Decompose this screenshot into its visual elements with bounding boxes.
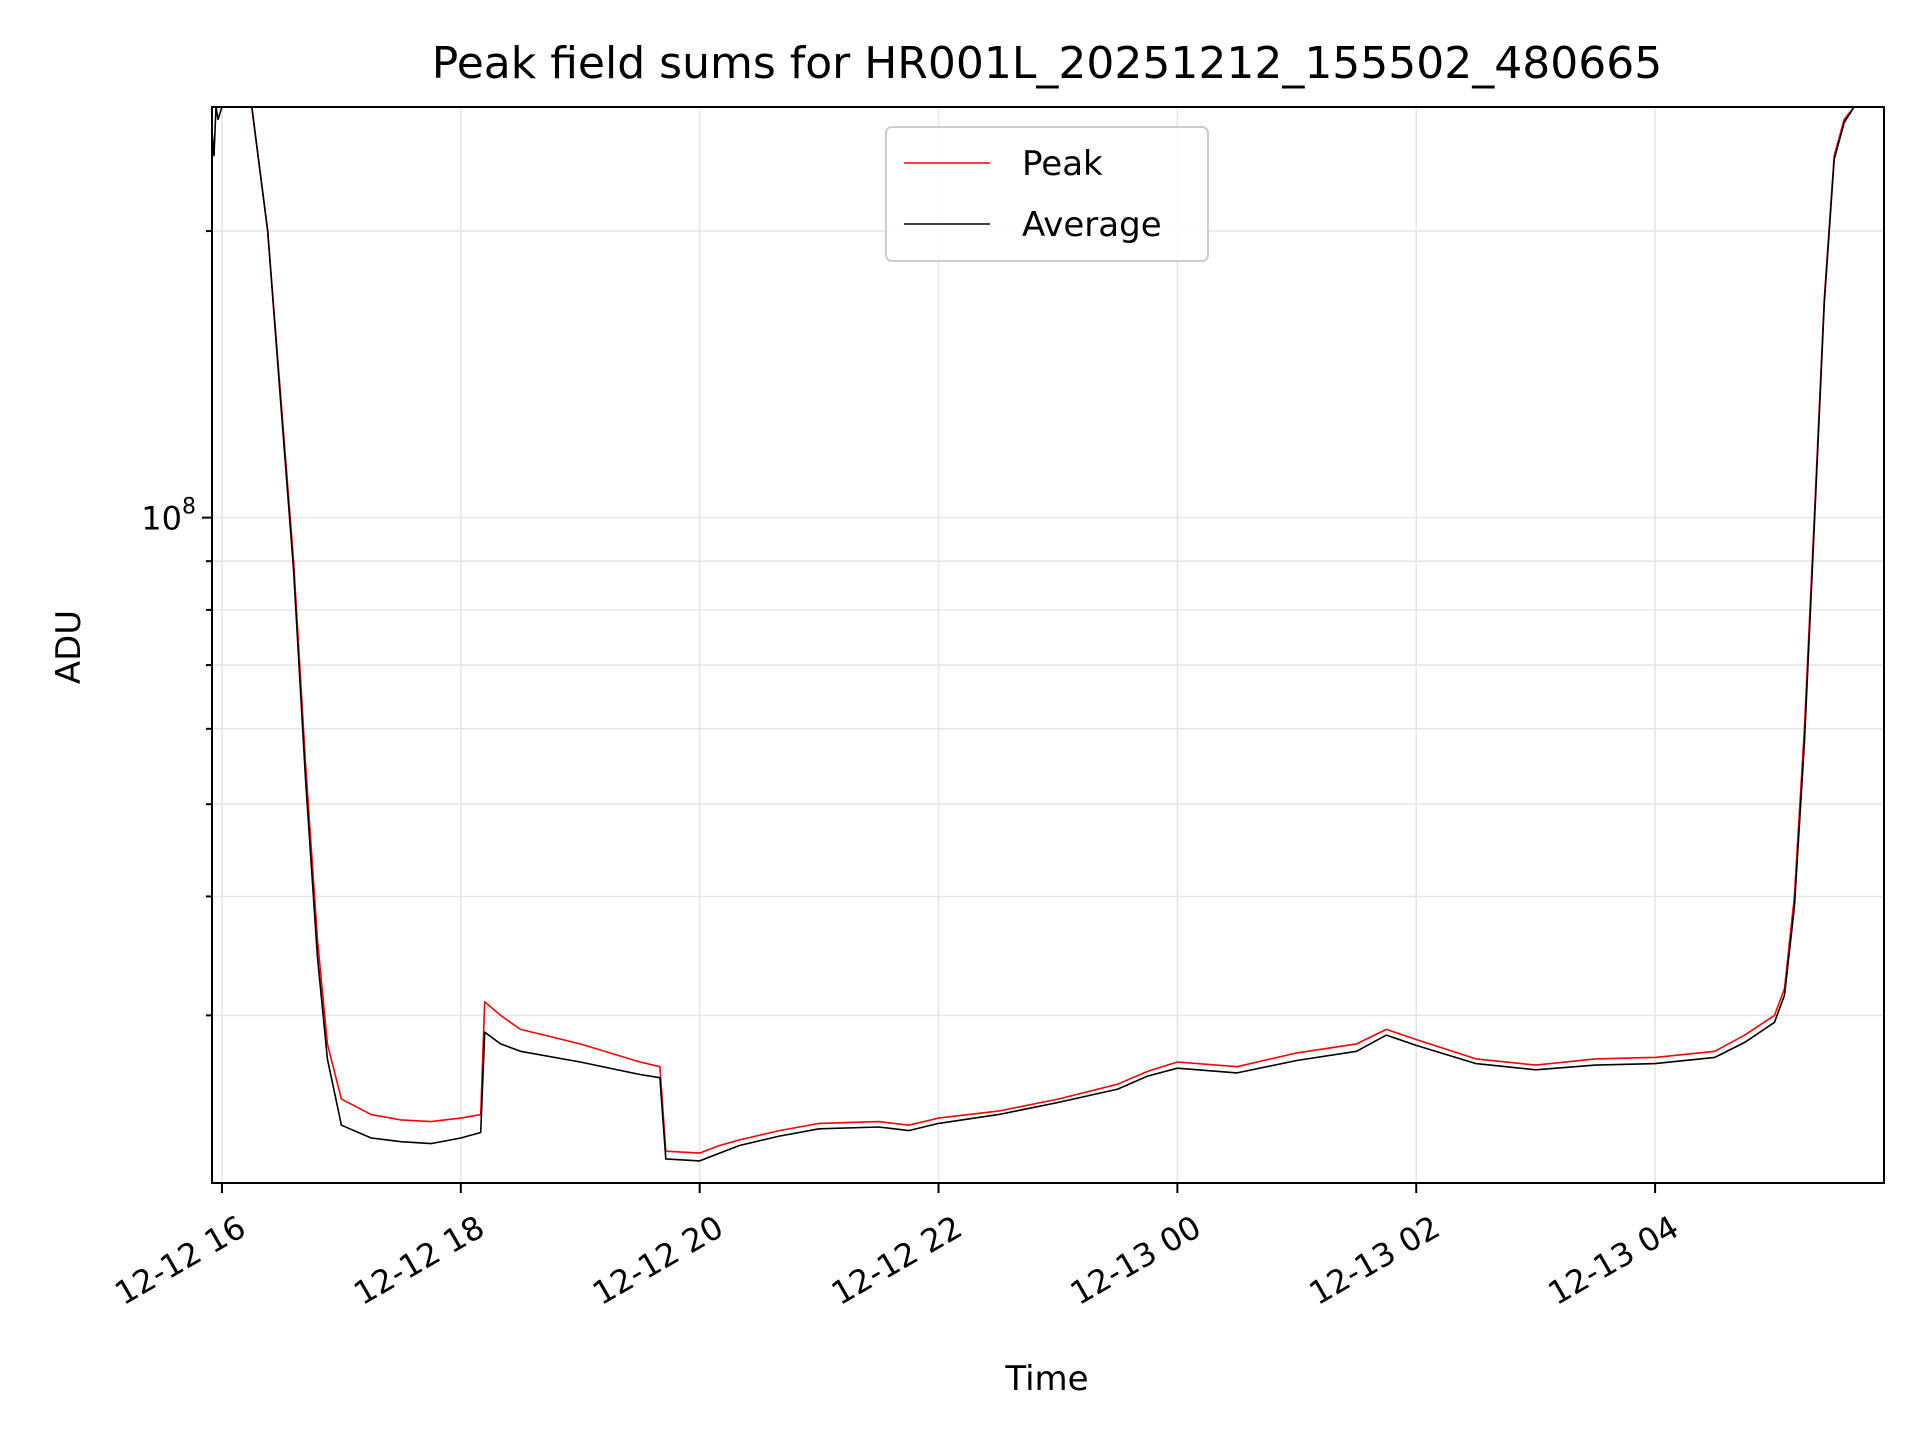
x-axis-label: Time [1004,1359,1088,1399]
legend: Peak Average [885,126,1209,262]
legend-box [885,126,1209,262]
legend-label-peak: Peak [1022,144,1103,184]
series-line-average [211,106,1884,1162]
series-layer [211,106,1884,1162]
y-axis-label: ADU [49,610,89,684]
chart-title: Peak field sums for HR001L_20251212_1555… [432,38,1663,89]
legend-label-average: Average [1022,205,1162,245]
plot-frame [211,106,1885,1184]
y-tick-label: 108 [141,495,196,538]
series-line-peak [212,106,1884,1154]
